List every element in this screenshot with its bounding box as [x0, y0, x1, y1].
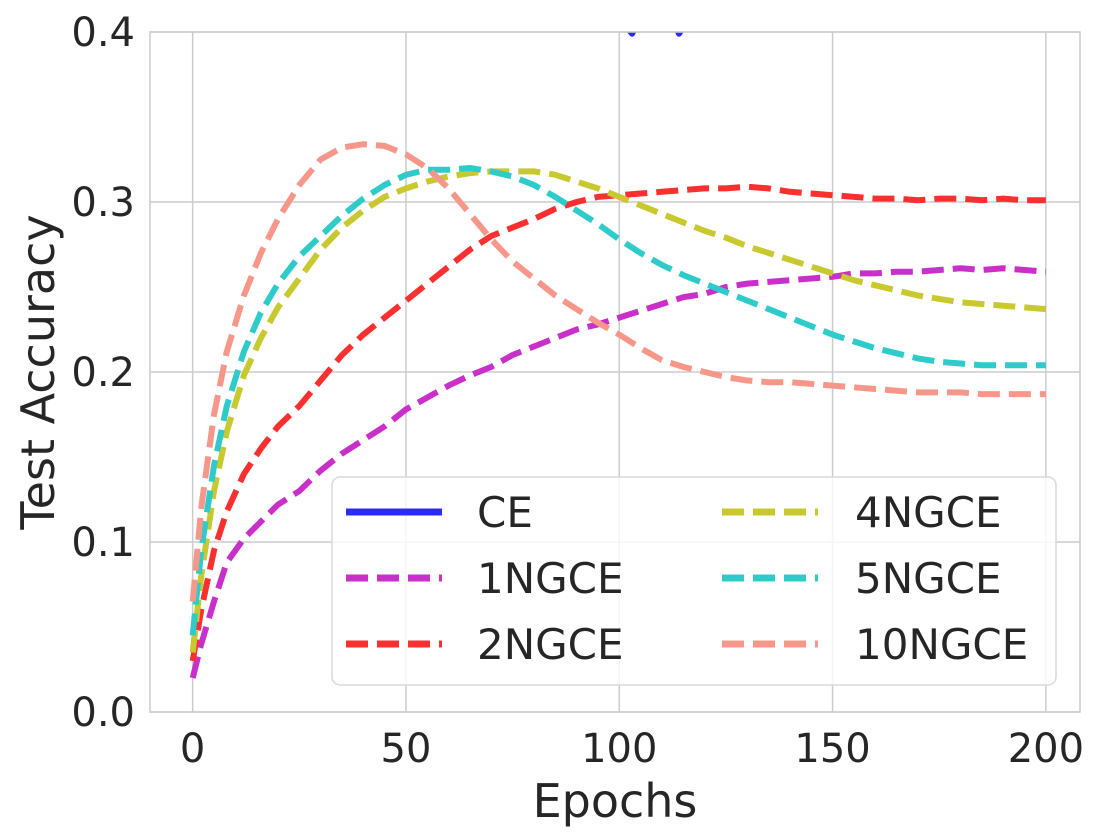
legend-label-5ngce: 5NGCE: [855, 554, 1002, 603]
x-tick-label: 100: [581, 726, 657, 772]
y-tick-label: 0.4: [71, 10, 135, 56]
series-layer: [189, 32, 1047, 679]
plot-frame: [149, 31, 1081, 713]
legend-label-1ngce: 1NGCE: [477, 554, 624, 603]
tick-labels: 0 50 100 150 200 0.0 0.1 0.2 0.3 0.4: [71, 10, 1084, 772]
legend-label-10ngce: 10NGCE: [855, 620, 1028, 669]
y-tick-label: 0.2: [71, 350, 135, 396]
y-tick-label: 0.1: [71, 520, 135, 566]
y-axis-label: Test Accuracy: [11, 214, 65, 530]
series-line-2ngce: [189, 183, 1046, 662]
y-tick-label: 0.0: [71, 690, 135, 736]
legend-label-ce: CE: [477, 488, 533, 537]
legend-label-2ngce: 2NGCE: [477, 620, 624, 669]
series-line-10ngce: [189, 141, 1046, 602]
legend: CE 1NGCE 2NGCE 4NGCE 5NGCE 10NGCE: [331, 476, 1057, 686]
legend-label-4ngce: 4NGCE: [855, 488, 1002, 537]
x-tick-label: 50: [381, 726, 432, 772]
x-tick-label: 200: [1008, 726, 1084, 772]
x-axis-label: Epochs: [533, 774, 698, 828]
y-tick-label: 0.3: [71, 180, 135, 226]
series-line-4ngce: [189, 168, 1047, 653]
x-tick-label: 150: [794, 726, 870, 772]
series-line-5ngce: [189, 165, 1046, 636]
legend-frame: [331, 476, 1057, 686]
x-tick-label: 0: [180, 726, 205, 772]
